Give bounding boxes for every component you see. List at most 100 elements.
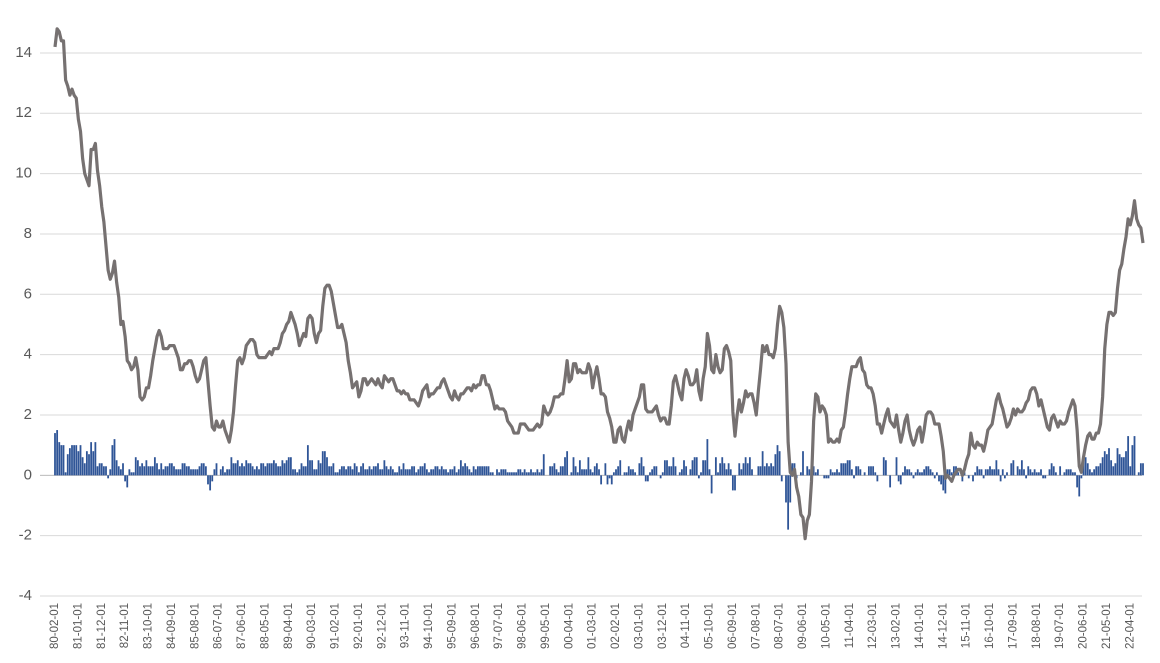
bar — [500, 469, 503, 476]
x-tick-label: 97-07-01 — [493, 603, 505, 649]
bar — [1010, 463, 1013, 476]
bar — [58, 442, 61, 476]
bar — [623, 472, 626, 476]
bar — [332, 463, 335, 476]
x-tick-label: 04-11-01 — [680, 603, 692, 648]
bar — [729, 469, 732, 476]
bar — [209, 475, 212, 491]
bar — [1016, 466, 1019, 476]
bar — [487, 466, 490, 476]
x-tick-label: 09-06-01 — [797, 603, 809, 649]
bar — [321, 451, 324, 476]
x-tick-label: 03-12-01 — [657, 603, 669, 649]
bar — [147, 466, 150, 476]
bar — [238, 466, 241, 476]
bar — [385, 466, 388, 476]
bar — [436, 466, 439, 476]
bar — [68, 448, 71, 476]
bar — [831, 472, 834, 476]
bar — [948, 469, 951, 476]
bar — [683, 460, 685, 476]
bar — [226, 469, 229, 476]
bar — [1125, 451, 1127, 476]
bar — [1084, 457, 1087, 476]
bar — [549, 466, 552, 476]
bar — [483, 466, 486, 476]
bar — [498, 472, 501, 476]
bar — [995, 460, 998, 476]
bar — [1040, 469, 1042, 476]
bar — [742, 463, 745, 476]
bar — [374, 466, 377, 476]
bar — [496, 469, 498, 476]
bar — [391, 469, 394, 476]
bar — [160, 463, 163, 476]
bar — [814, 472, 817, 476]
bar — [882, 457, 885, 476]
bar — [642, 466, 645, 476]
bar — [680, 469, 683, 476]
bar — [330, 466, 333, 476]
bar — [279, 466, 282, 476]
bar — [381, 469, 384, 476]
bar — [923, 469, 926, 476]
bar — [251, 466, 254, 476]
bar — [791, 463, 794, 476]
bar — [262, 463, 265, 476]
bar — [921, 472, 923, 476]
bar — [83, 463, 86, 476]
x-tick-label: 17-09-01 — [1007, 603, 1019, 649]
bar — [377, 463, 379, 476]
bar — [916, 469, 919, 476]
bar — [1076, 475, 1079, 488]
bar — [986, 469, 989, 476]
bar — [132, 472, 135, 476]
x-tick-label: 16-10-01 — [984, 603, 996, 649]
bar — [1110, 460, 1113, 476]
bar — [326, 457, 328, 476]
bar — [464, 463, 467, 476]
bar — [296, 472, 299, 476]
bar — [432, 469, 435, 476]
bar — [780, 475, 783, 482]
bar — [600, 475, 603, 485]
bar — [379, 469, 382, 476]
bar — [806, 466, 809, 476]
bar — [899, 475, 902, 485]
bar — [1139, 463, 1142, 476]
bar — [991, 469, 994, 476]
bar — [319, 463, 322, 476]
bar — [151, 466, 154, 476]
bar — [508, 472, 511, 476]
bar — [1105, 454, 1108, 476]
bar — [604, 463, 607, 476]
bar — [808, 469, 811, 476]
bar — [957, 472, 960, 476]
bar — [415, 472, 418, 476]
bar — [56, 430, 59, 476]
bar — [738, 463, 741, 476]
bar — [343, 466, 345, 476]
bar — [389, 466, 392, 476]
bar — [64, 472, 67, 476]
bar — [591, 472, 594, 476]
bar — [230, 457, 233, 476]
bar — [935, 472, 938, 476]
bar — [202, 463, 205, 476]
bar — [719, 463, 722, 476]
bar — [364, 469, 367, 476]
bar — [313, 469, 316, 476]
bar — [519, 469, 522, 476]
bar — [105, 466, 107, 476]
bar — [198, 466, 201, 476]
line — [53, 27, 1145, 541]
bar — [746, 463, 749, 476]
bar — [173, 466, 175, 476]
bar — [162, 469, 165, 476]
bar — [255, 466, 258, 476]
bar — [413, 466, 416, 476]
y-tick-label: 2 — [24, 406, 32, 423]
bar — [589, 469, 592, 476]
bar — [340, 466, 343, 476]
bar — [770, 463, 773, 476]
